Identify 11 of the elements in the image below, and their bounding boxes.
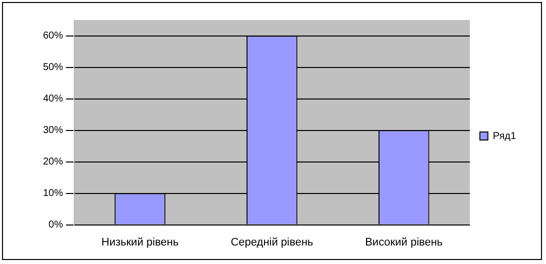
x-tick-label: Середній рівень <box>230 236 314 248</box>
y-tick-label: 0% <box>48 220 64 231</box>
x-tick-label: Низький рівень <box>101 236 179 248</box>
y-tick-label: 60% <box>43 30 64 42</box>
legend-label: Ряд1 <box>492 130 516 142</box>
y-tick-label: 10% <box>43 188 64 200</box>
x-tick-label: Високий рівень <box>365 236 443 248</box>
y-tick-label: 30% <box>43 125 64 136</box>
y-tick-label: 50% <box>43 62 64 74</box>
y-tick-label: 20% <box>43 156 64 168</box>
y-tick-label: 40% <box>43 94 64 105</box>
